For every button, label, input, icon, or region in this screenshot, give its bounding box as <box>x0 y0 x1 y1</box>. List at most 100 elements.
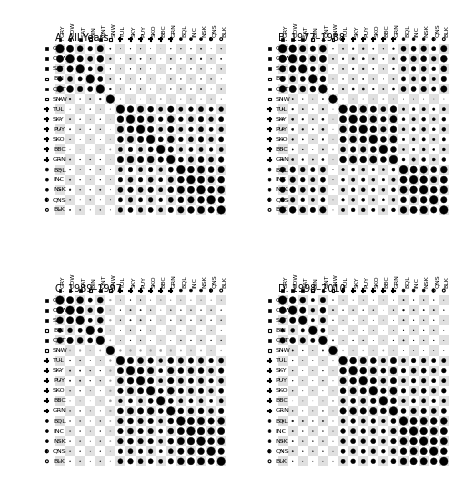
Bar <box>176 84 186 94</box>
Circle shape <box>159 450 163 453</box>
Circle shape <box>168 388 174 394</box>
Text: SAT: SAT <box>53 66 65 71</box>
Text: BLK: BLK <box>276 208 288 212</box>
Bar <box>288 396 298 406</box>
Circle shape <box>208 166 214 172</box>
Text: BLK: BLK <box>445 24 450 36</box>
Circle shape <box>351 178 355 182</box>
Bar <box>176 184 186 195</box>
Bar <box>95 94 105 104</box>
Bar <box>398 336 409 345</box>
Text: NSK: NSK <box>425 24 430 36</box>
Bar <box>186 336 196 345</box>
Circle shape <box>432 108 435 110</box>
Circle shape <box>400 428 407 434</box>
Bar <box>45 298 48 302</box>
Circle shape <box>137 106 144 112</box>
Text: GRY: GRY <box>61 24 66 36</box>
Circle shape <box>382 460 385 463</box>
Circle shape <box>100 430 101 432</box>
Bar <box>85 336 95 345</box>
Circle shape <box>138 208 143 212</box>
Circle shape <box>423 340 424 341</box>
Bar <box>439 44 449 54</box>
Text: SNW: SNW <box>111 274 116 288</box>
Bar <box>146 396 156 406</box>
Circle shape <box>157 396 165 405</box>
Circle shape <box>391 458 396 464</box>
Text: TUL: TUL <box>121 276 126 288</box>
Bar <box>439 315 449 326</box>
Bar <box>216 74 226 84</box>
Bar <box>291 289 294 292</box>
Bar <box>378 154 388 164</box>
Bar <box>288 315 298 326</box>
Bar <box>156 295 166 305</box>
Circle shape <box>412 108 415 110</box>
Text: COW: COW <box>71 272 76 288</box>
Bar <box>85 386 95 396</box>
Circle shape <box>299 316 307 324</box>
Circle shape <box>188 157 194 162</box>
Circle shape <box>128 208 133 212</box>
Bar <box>429 376 439 386</box>
Circle shape <box>67 66 73 72</box>
Bar <box>268 319 271 322</box>
Bar <box>288 134 298 144</box>
Bar <box>338 114 348 124</box>
Circle shape <box>219 127 224 132</box>
Bar <box>186 174 196 184</box>
Circle shape <box>362 58 364 60</box>
Bar <box>216 436 226 446</box>
Bar <box>298 366 308 376</box>
Text: D. 1998–2010: D. 1998–2010 <box>278 284 345 294</box>
Bar <box>176 104 186 114</box>
Bar <box>166 195 176 205</box>
Polygon shape <box>432 289 434 292</box>
Circle shape <box>391 448 396 454</box>
Circle shape <box>381 439 386 444</box>
Circle shape <box>412 138 415 141</box>
Bar <box>115 336 125 345</box>
Circle shape <box>46 390 48 392</box>
Circle shape <box>320 318 326 323</box>
Bar <box>186 124 196 134</box>
Bar <box>95 74 105 84</box>
Bar <box>196 74 206 84</box>
Text: NSK: NSK <box>425 276 430 288</box>
Bar <box>65 144 75 154</box>
Text: B. 1977–1988: B. 1977–1988 <box>278 33 344 43</box>
Circle shape <box>373 48 374 50</box>
Circle shape <box>412 158 415 161</box>
Text: PUY: PUY <box>53 378 65 383</box>
Bar <box>206 154 216 164</box>
Circle shape <box>170 78 171 80</box>
Circle shape <box>402 118 405 120</box>
Circle shape <box>208 368 213 373</box>
Bar <box>216 124 226 134</box>
Bar <box>99 38 102 40</box>
Circle shape <box>382 199 384 201</box>
Circle shape <box>343 290 344 291</box>
Circle shape <box>118 408 123 414</box>
Bar <box>308 315 318 326</box>
Circle shape <box>410 438 417 445</box>
Circle shape <box>292 461 293 462</box>
Circle shape <box>70 400 71 402</box>
Circle shape <box>292 118 294 120</box>
Text: SAT: SAT <box>304 25 309 36</box>
Bar <box>409 84 419 94</box>
Circle shape <box>312 440 313 442</box>
Bar <box>288 376 298 386</box>
Circle shape <box>269 118 270 120</box>
Bar <box>115 356 125 366</box>
Text: SKO: SKO <box>152 24 157 36</box>
Bar <box>196 205 206 215</box>
Circle shape <box>300 307 306 314</box>
Text: BIN: BIN <box>276 76 286 82</box>
Bar <box>146 366 156 376</box>
Circle shape <box>299 64 307 73</box>
Bar <box>388 154 398 164</box>
Circle shape <box>351 459 355 464</box>
Bar <box>348 154 358 164</box>
